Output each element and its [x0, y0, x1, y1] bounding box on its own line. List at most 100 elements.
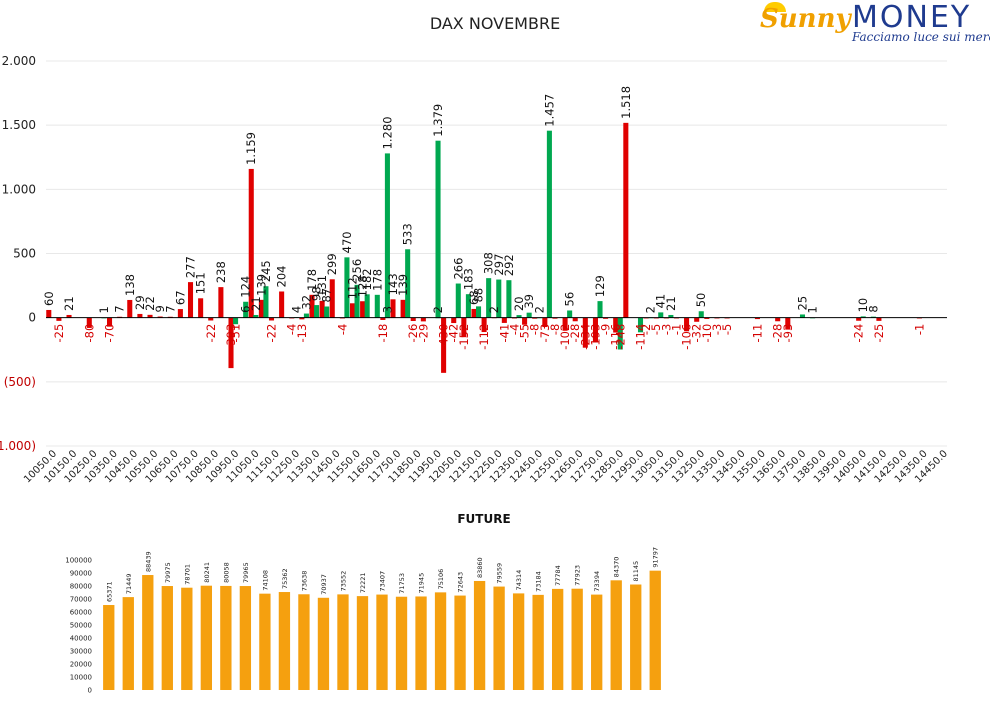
- data-label: 1.159: [244, 132, 258, 165]
- data-label: 1.379: [431, 104, 445, 137]
- future-y-tick-label: 80000: [70, 583, 92, 591]
- data-label: -26: [406, 324, 420, 343]
- bar: [552, 317, 558, 319]
- y-tick-label: 2.000: [2, 54, 36, 68]
- data-label: 39: [522, 294, 536, 309]
- sun-icon: [764, 2, 786, 12]
- future-data-label: 81145: [632, 561, 640, 582]
- bar: [137, 313, 143, 318]
- bar: [218, 287, 224, 318]
- future-y-tick-label: 50000: [70, 622, 92, 630]
- future-y-tick-label: 20000: [70, 661, 92, 669]
- bar: [319, 300, 325, 318]
- data-label: 7: [163, 305, 177, 312]
- data-label: -193: [588, 324, 602, 350]
- sunny-money-logo: Sunny MONEY Facciamo luce sui mercati: [760, 0, 990, 46]
- data-label: 4: [289, 306, 303, 313]
- bar: [344, 257, 350, 318]
- future-data-label: 70937: [320, 574, 328, 595]
- data-label: 7: [113, 305, 127, 312]
- data-label: 297: [492, 254, 506, 276]
- bar: [876, 317, 882, 321]
- future-bars: [103, 570, 661, 690]
- future-bar: [122, 597, 134, 690]
- bar: [314, 305, 320, 318]
- future-bar: [551, 588, 564, 690]
- future-data-label: 75106: [437, 569, 445, 590]
- data-label: 124: [239, 276, 253, 298]
- data-label: -2: [639, 324, 653, 335]
- bar: [567, 310, 573, 318]
- future-bar: [591, 594, 603, 690]
- future-bar: [571, 588, 583, 690]
- bar: [198, 298, 204, 318]
- bar: [617, 317, 623, 350]
- future-bar: [532, 594, 544, 690]
- data-label: 67: [173, 290, 187, 305]
- bar: [177, 309, 183, 318]
- data-label: -248: [613, 324, 627, 350]
- future-bar: [181, 587, 193, 690]
- bar: [86, 317, 92, 328]
- future-data-label: 73394: [593, 571, 601, 592]
- future-y-tick-label: 40000: [70, 635, 92, 643]
- data-label: 87: [320, 288, 334, 303]
- bar: [420, 317, 426, 322]
- future-data-label: 73184: [535, 571, 543, 592]
- data-label: -4: [285, 324, 299, 335]
- bar: [243, 301, 249, 318]
- data-label: -102: [558, 324, 572, 350]
- future-bar: [493, 586, 505, 690]
- future-bar: [630, 584, 642, 690]
- data-label: 22: [143, 296, 157, 311]
- data-label: -22: [265, 324, 279, 343]
- bar: [799, 314, 806, 318]
- data-label: -112: [477, 324, 491, 350]
- data-label: 2: [644, 306, 658, 313]
- bar: [400, 299, 406, 318]
- future-bar: [434, 592, 447, 690]
- data-label: 238: [214, 261, 228, 283]
- data-label: 25: [795, 296, 809, 311]
- bar: [380, 317, 386, 320]
- bar: [455, 283, 461, 318]
- data-label: -25: [52, 324, 66, 343]
- data-label: -13: [295, 324, 309, 343]
- bar: [526, 312, 532, 318]
- bar: [668, 314, 674, 318]
- data-label: 138: [123, 274, 137, 296]
- future-data-label: 88439: [144, 551, 152, 572]
- data-label: 9: [153, 305, 167, 312]
- future-data-label: 91797: [652, 547, 660, 568]
- bar: [506, 280, 512, 318]
- data-label: 1.457: [542, 94, 556, 127]
- logo-tagline: Facciamo luce sui mercati: [852, 30, 990, 44]
- bar: [546, 130, 552, 318]
- data-label: -28: [771, 324, 785, 343]
- future-bar: [200, 585, 213, 690]
- y-axis-ticks: 2.000 1.500 1.000 500 0 (500) (1.000): [0, 54, 36, 453]
- data-label: -10: [700, 324, 714, 343]
- bar: [360, 301, 366, 318]
- bar: [329, 279, 335, 318]
- future-data-label: 77923: [574, 565, 582, 586]
- data-label: 32: [299, 295, 313, 310]
- bar: [613, 317, 619, 333]
- bar: [658, 312, 664, 318]
- future-data-label: 74108: [261, 570, 269, 591]
- data-label: -9: [599, 324, 613, 335]
- future-data-label: 72643: [457, 572, 465, 593]
- future-bar: [454, 595, 466, 690]
- data-label: 151: [194, 272, 208, 294]
- future-bar: [415, 596, 427, 690]
- future-bar: [376, 594, 388, 690]
- data-label: -55: [518, 324, 532, 343]
- data-label: 131: [315, 275, 329, 297]
- future-data-label: 65371: [105, 581, 113, 602]
- bar: [603, 317, 609, 319]
- bar: [754, 317, 760, 320]
- data-label: 139: [254, 274, 268, 296]
- data-label: -5: [649, 324, 663, 335]
- data-label: -51: [229, 324, 243, 343]
